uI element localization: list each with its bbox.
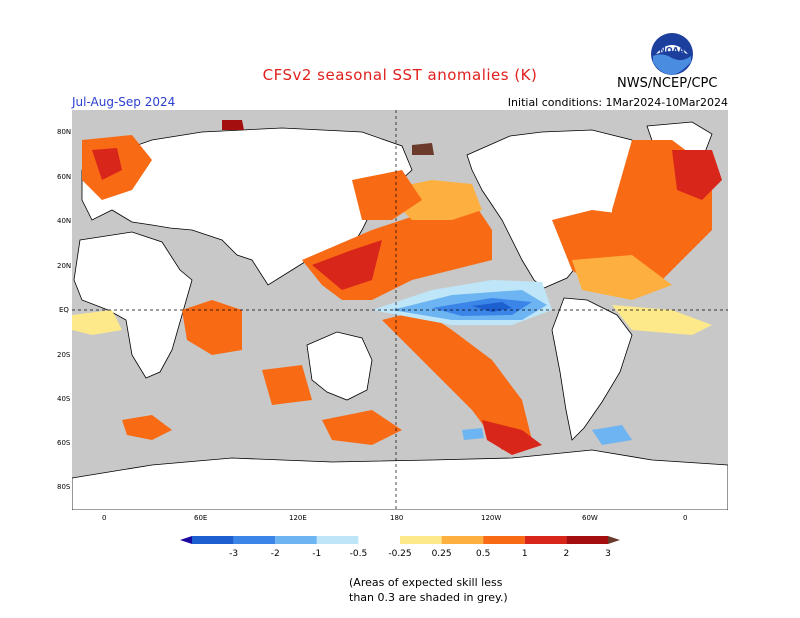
colorbar-swatch <box>358 536 400 544</box>
initial-conditions-label: Initial conditions: 1Mar2024-10Mar2024 <box>507 96 728 109</box>
colorbar-tick-label: -0.25 <box>388 549 411 559</box>
colorbar-swatch <box>275 536 317 544</box>
reference-lines <box>72 110 728 510</box>
colorbar-tick-label: -3 <box>229 549 238 559</box>
colorbar-labels: -3 -2 -1 -0.5 -0.25 0.25 0.5 1 2 3 <box>229 549 611 559</box>
footnote-line-1: (Areas of expected skill less <box>349 576 503 589</box>
agency-label: NWS/NCEP/CPC <box>617 76 718 91</box>
lat-60s: 60S <box>57 439 71 447</box>
colorbar-swatch <box>400 536 442 544</box>
lat-20s: 20S <box>57 351 71 359</box>
colorbar-tick-label: -1 <box>312 549 321 559</box>
lon-60e: 60E <box>194 514 208 522</box>
colorbar-tick-label: 0.5 <box>476 549 490 559</box>
warm-anomalies <box>72 120 722 455</box>
colorbar-swatch <box>566 536 608 544</box>
map-title: CFSv2 seasonal SST anomalies (K) <box>262 66 538 84</box>
lat-20n: 20N <box>57 262 72 270</box>
footnote-line-2: than 0.3 are shaded in grey.) <box>349 591 508 604</box>
colorbar-tick-label: -0.5 <box>350 549 368 559</box>
colorbar-swatch <box>233 536 276 544</box>
lon-180: 180 <box>390 514 404 522</box>
colorbar-swatch <box>192 536 234 544</box>
lon-120e: 120E <box>289 514 307 522</box>
colorbar-swatch <box>524 536 567 544</box>
colorbar-swatch <box>483 536 525 544</box>
colorbar-tick-label: 2 <box>564 549 570 559</box>
lat-80s: 80S <box>57 483 71 491</box>
cool-anomalies <box>372 280 632 445</box>
colorbar-swatch <box>608 536 620 544</box>
lat-80n: 80N <box>57 128 72 136</box>
lat-eq: EQ <box>59 306 69 314</box>
antarctica <box>72 449 728 510</box>
colorbar-swatch <box>441 536 484 544</box>
africa <box>73 231 193 379</box>
lon-0: 0 <box>102 514 107 522</box>
colorbar-swatch <box>180 536 192 544</box>
colorbar: -3 -2 -1 -0.5 -0.25 0.25 0.5 1 2 3 <box>180 536 620 559</box>
lat-40n: 40N <box>57 217 72 225</box>
lon-120w: 120W <box>481 514 502 522</box>
lat-40s: 40S <box>57 395 71 403</box>
colorbar-tick-label: 3 <box>605 549 611 559</box>
noaa-logo: NOAA <box>651 33 693 75</box>
colorbar-tick-label: 1 <box>522 549 528 559</box>
noaa-logo-text: NOAA <box>659 46 685 55</box>
landmasses <box>72 121 728 510</box>
colorbar-swatches <box>180 536 620 544</box>
lon-60w: 60W <box>582 514 598 522</box>
lat-60n: 60N <box>57 173 72 181</box>
australia <box>306 331 373 401</box>
sst-anomaly-map: 80N 60N 40N 20N EQ 20S 40S 60S 80S <box>72 110 728 510</box>
south-america <box>551 297 633 441</box>
skill-footnote: (Areas of expected skill less than 0.3 a… <box>349 575 508 605</box>
season-label: Jul-Aug-Sep 2024 <box>72 95 176 109</box>
colorbar-tick-label: 0.25 <box>432 549 452 559</box>
colorbar-tick-label: -2 <box>271 549 280 559</box>
lon-0-east: 0 <box>683 514 688 522</box>
colorbar-swatch <box>316 536 359 544</box>
